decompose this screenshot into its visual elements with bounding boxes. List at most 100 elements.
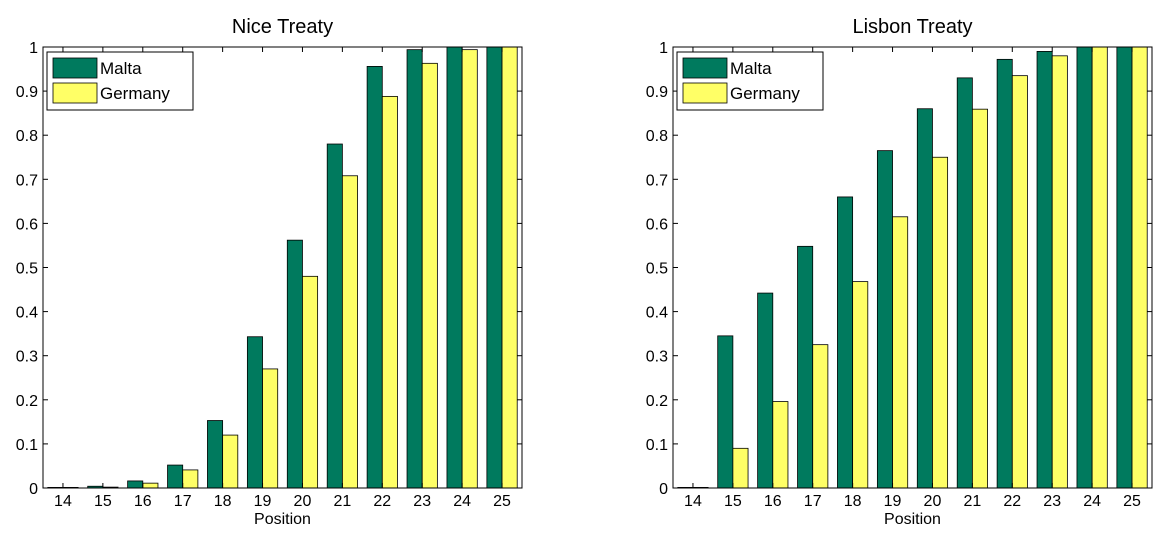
y-tick-label: 0.8	[646, 128, 668, 145]
bar-malta-17	[797, 245, 814, 489]
chart-2: Lisbon Treaty 0 0.1 0.2 0.3 0.4 0.5 0.6 0.7 0.8 0.…	[646, 16, 1153, 528]
bar-malta-24	[446, 46, 463, 489]
x-tick-label: 22	[1003, 493, 1021, 510]
legend-label-malta: Malta	[730, 59, 772, 78]
x-tick-label: 17	[804, 493, 822, 510]
bar-germany-19	[892, 216, 909, 489]
legend-swatch-germany	[682, 82, 728, 104]
x-tick-label: 21	[333, 493, 351, 510]
bar-malta-18	[207, 420, 224, 489]
y-tick-label: 0	[29, 481, 38, 498]
bar-germany-16	[772, 401, 789, 489]
y-tick-label: 0.4	[646, 305, 668, 322]
y-tick-label: 0.3	[646, 349, 668, 366]
x-tick-label: 25	[493, 493, 511, 510]
bar-malta-15	[717, 335, 734, 489]
bar-malta-19	[246, 336, 263, 489]
x-tick-label: 18	[844, 493, 862, 510]
bar-malta-16	[127, 480, 144, 489]
bar-malta-21	[956, 77, 973, 489]
bar-malta-23	[406, 49, 423, 489]
bar-germany-17	[182, 469, 199, 489]
bar-malta-19	[876, 150, 893, 489]
chart-title: Nice Treaty	[232, 16, 333, 38]
x-tick-label: 22	[373, 493, 391, 510]
bar-germany-18	[852, 281, 869, 489]
x-tick-label: 15	[724, 493, 742, 510]
x-axis-label: Position	[254, 511, 311, 528]
x-tick-label: 23	[413, 493, 431, 510]
y-tick-label: 1	[29, 40, 38, 57]
x-tick-label: 19	[254, 493, 272, 510]
bar-germany-15	[732, 447, 749, 489]
x-tick-label: 19	[884, 493, 902, 510]
bar-malta-20	[286, 239, 303, 489]
x-tick-label: 20	[294, 493, 312, 510]
y-tick-label: 0.4	[16, 305, 38, 322]
x-tick-label: 24	[453, 493, 471, 510]
y-tick-label: 0.1	[16, 437, 38, 454]
x-tick-label: 18	[214, 493, 232, 510]
bar-germany-20	[302, 275, 319, 489]
x-tick-label: 16	[134, 493, 152, 510]
bar-malta-20	[916, 108, 933, 489]
y-tick-label: 0.5	[646, 261, 668, 278]
bar-germany-20	[932, 156, 949, 489]
legend: Malta Germany	[676, 51, 824, 111]
bar-malta-17	[167, 464, 184, 489]
bar-malta-22	[366, 66, 383, 489]
legend-label-germany: Germany	[730, 84, 800, 103]
bar-germany-21	[971, 108, 988, 489]
y-tick-label: 0.7	[16, 172, 38, 189]
y-tick-label: 0.9	[16, 84, 38, 101]
bar-malta-25	[486, 46, 503, 489]
bar-germany-24	[461, 49, 478, 489]
legend-swatch-germany	[52, 82, 98, 104]
bar-germany-23	[421, 62, 438, 489]
bar-malta-16	[757, 292, 774, 489]
y-tick-label: 0.8	[16, 128, 38, 145]
bar-malta-23	[1036, 51, 1053, 489]
legend-label-malta: Malta	[100, 59, 142, 78]
y-tick-label: 0.6	[646, 216, 668, 233]
bar-germany-17	[812, 344, 829, 489]
bar-malta-22	[996, 58, 1013, 489]
x-tick-label: 17	[174, 493, 192, 510]
y-tick-label: 0.3	[16, 349, 38, 366]
y-tick-label: 0.5	[16, 261, 38, 278]
legend: Malta Germany	[46, 51, 194, 111]
chart-title: Lisbon Treaty	[852, 16, 972, 38]
y-tick-label: 0.2	[646, 393, 668, 410]
x-tick-label: 16	[764, 493, 782, 510]
x-tick-label: 20	[924, 493, 942, 510]
bar-germany-19	[262, 368, 279, 489]
x-tick-label: 14	[684, 493, 702, 510]
bar-germany-21	[341, 175, 358, 489]
bar-malta-25	[1116, 46, 1133, 489]
x-tick-label: 14	[54, 493, 72, 510]
bar-germany-18	[222, 434, 239, 489]
bar-germany-22	[381, 95, 398, 489]
bar-germany-25	[501, 46, 518, 489]
x-tick-label: 23	[1043, 493, 1061, 510]
legend-label-germany: Germany	[100, 84, 170, 103]
chart-1: Nice Treaty 0 0.1 0.2 0.3 0.4 0.5 0.6 0.7 0.8 0.9 1…	[16, 16, 523, 528]
legend-swatch-malta	[682, 57, 728, 79]
y-tick-label: 0.6	[16, 216, 38, 233]
y-tick-label: 0	[659, 481, 668, 498]
bar-germany-23	[1051, 55, 1068, 489]
bar-germany-24	[1091, 46, 1108, 489]
x-tick-label: 21	[963, 493, 981, 510]
bar-germany-25	[1131, 46, 1148, 489]
y-tick-label: 0.2	[16, 393, 38, 410]
y-tick-label: 0.1	[646, 437, 668, 454]
y-tick-label: 0.7	[646, 172, 668, 189]
bar-malta-24	[1076, 46, 1093, 489]
x-tick-label: 15	[94, 493, 112, 510]
bar-malta-18	[837, 196, 854, 489]
bar-germany-16	[142, 482, 159, 489]
y-tick-label: 0.9	[646, 84, 668, 101]
x-tick-label: 24	[1083, 493, 1101, 510]
x-axis-label: Position	[884, 511, 941, 528]
